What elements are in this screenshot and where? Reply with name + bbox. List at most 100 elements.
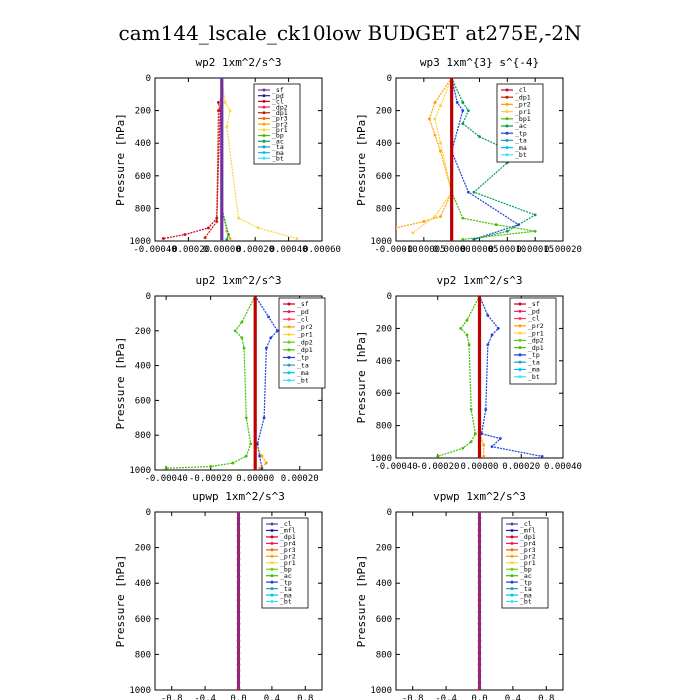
y-tick-label: 800 [376,422,392,432]
profile-point [236,521,241,526]
profile-point [477,586,482,591]
legend-marker [518,338,522,342]
panel-title: up2 1xm^2/s^3 [195,274,281,287]
series-point [478,135,481,139]
x-tick-label: 0.8 [297,694,313,700]
series-point [396,226,398,230]
y-tick-label: 400 [135,139,151,149]
y-tick-label: 1000 [129,237,151,247]
x-tick-label: 0.00015 [516,245,554,255]
legend-marker [505,131,509,135]
y-axis-label: Pressure [hPa] [114,337,127,430]
series-point [439,149,442,153]
legend-label: _cl [520,520,532,528]
profile-point [477,580,482,585]
profile-point [477,662,482,667]
legend-label: _ac [520,572,532,580]
series-point [466,190,470,194]
legend-label: _pr1 [280,559,296,567]
series-point [439,104,442,108]
series-point [472,237,476,241]
y-tick-label: 800 [135,431,151,441]
y-tick-label: 800 [135,204,151,214]
profile-point [477,615,482,620]
series-point [461,237,465,241]
series-point [428,117,431,121]
profile-point [477,516,482,520]
legend-label: _tp [280,578,292,586]
legend-label: _sf [528,300,540,308]
legend-label: _cl [272,98,284,106]
legend-label: _ta [297,361,309,369]
profile-point [477,657,482,661]
profile-point [477,512,482,514]
legend-marker [287,310,291,314]
legend-label: _dp1 [272,109,288,117]
legend-marker [518,367,522,371]
legend-marker [270,574,274,578]
legend-marker [505,102,509,106]
legend-marker [262,139,266,143]
profile-point [477,545,482,550]
profile-point [477,633,482,638]
legend-marker [270,580,274,584]
legend-label: _dp2 [528,337,544,345]
x-tick-label: -0.8 [402,694,424,700]
series-point [482,454,486,458]
series-point [486,314,490,317]
profile-point [236,557,241,561]
legend-label: _pd [528,307,540,315]
series-point [461,109,465,112]
series-point [461,446,465,450]
x-tick-label: 0.0 [230,694,246,700]
series-point [244,416,248,420]
series-point [540,454,544,458]
series-point [264,346,268,350]
y-tick-label: 1000 [370,454,392,464]
x-tick-label: 0.0 [471,694,487,700]
profile-point [236,586,241,591]
profile-point [236,551,241,555]
legend-label: _ta [515,137,527,145]
y-tick-label: 400 [376,357,392,367]
legend-marker [262,151,266,155]
panel-6: vpwp 1xm^2/s^3 Pressure [hPa] 0 200 400 600 80… [355,490,564,700]
x-tick-label: -0.00040 [374,462,417,472]
legend-marker [287,355,291,359]
legend-label: _pr2 [297,323,313,331]
series-point [164,466,168,470]
legend-label: _dp1 [280,533,296,541]
legend-label: _cl [515,86,527,94]
y-tick-label: 400 [376,579,392,589]
profile-point [477,521,482,526]
legend-marker [262,99,266,103]
legend-label: _ma [297,369,309,377]
x-tick-label: 0.00020 [281,474,319,484]
profile-point [477,551,482,555]
y-tick-label: 400 [376,139,392,149]
profile-point [236,545,241,550]
legend-marker [262,88,266,92]
plot-frame [154,77,323,242]
profile-point [477,680,482,685]
series-group [436,296,544,458]
y-tick-label: 600 [135,615,151,625]
y-tick-label: 600 [135,396,151,406]
legend-label: _sf [272,86,284,94]
series-point [227,233,230,236]
profile-point [236,621,241,626]
x-tick-label: 0.00040 [270,245,308,255]
series-point [505,229,509,233]
profile-point [236,651,241,655]
legend-marker [262,156,266,160]
profile-point [236,592,241,597]
y-tick-label: 200 [135,107,151,117]
panels-group: wp2 1xm^2/s^3 Pressure [hPa] 0 200 400 600 800… [114,56,582,700]
profile-point [236,674,241,679]
series-point [267,315,270,319]
x-tick-label: 0.4 [264,694,280,700]
series-point [215,216,219,220]
legend-marker [287,317,291,321]
legend-label: _ta [272,143,284,151]
